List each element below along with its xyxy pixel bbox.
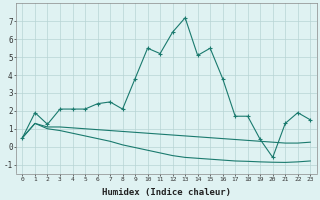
X-axis label: Humidex (Indice chaleur): Humidex (Indice chaleur) (102, 188, 231, 197)
